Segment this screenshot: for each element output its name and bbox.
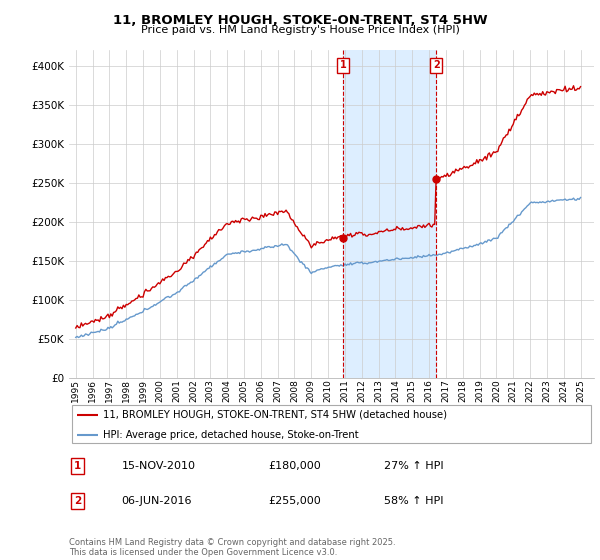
Text: £180,000: £180,000 xyxy=(269,460,321,470)
Text: 11, BROMLEY HOUGH, STOKE-ON-TRENT, ST4 5HW (detached house): 11, BROMLEY HOUGH, STOKE-ON-TRENT, ST4 5… xyxy=(103,410,447,420)
Text: Price paid vs. HM Land Registry's House Price Index (HPI): Price paid vs. HM Land Registry's House … xyxy=(140,25,460,35)
FancyBboxPatch shape xyxy=(71,405,592,443)
Text: 27% ↑ HPI: 27% ↑ HPI xyxy=(384,460,443,470)
Text: £255,000: £255,000 xyxy=(269,496,321,506)
Text: 11, BROMLEY HOUGH, STOKE-ON-TRENT, ST4 5HW: 11, BROMLEY HOUGH, STOKE-ON-TRENT, ST4 5… xyxy=(113,14,487,27)
Text: 1: 1 xyxy=(74,460,82,470)
Text: HPI: Average price, detached house, Stoke-on-Trent: HPI: Average price, detached house, Stok… xyxy=(103,430,359,440)
Bar xyxy=(343,50,436,378)
Text: 06-JUN-2016: 06-JUN-2016 xyxy=(121,496,192,506)
Text: 1: 1 xyxy=(340,60,346,70)
Text: 15-NOV-2010: 15-NOV-2010 xyxy=(121,460,196,470)
Text: Contains HM Land Registry data © Crown copyright and database right 2025.
This d: Contains HM Land Registry data © Crown c… xyxy=(69,538,395,557)
Text: 58% ↑ HPI: 58% ↑ HPI xyxy=(384,496,443,506)
Text: 2: 2 xyxy=(74,496,82,506)
Text: 2: 2 xyxy=(433,60,440,70)
